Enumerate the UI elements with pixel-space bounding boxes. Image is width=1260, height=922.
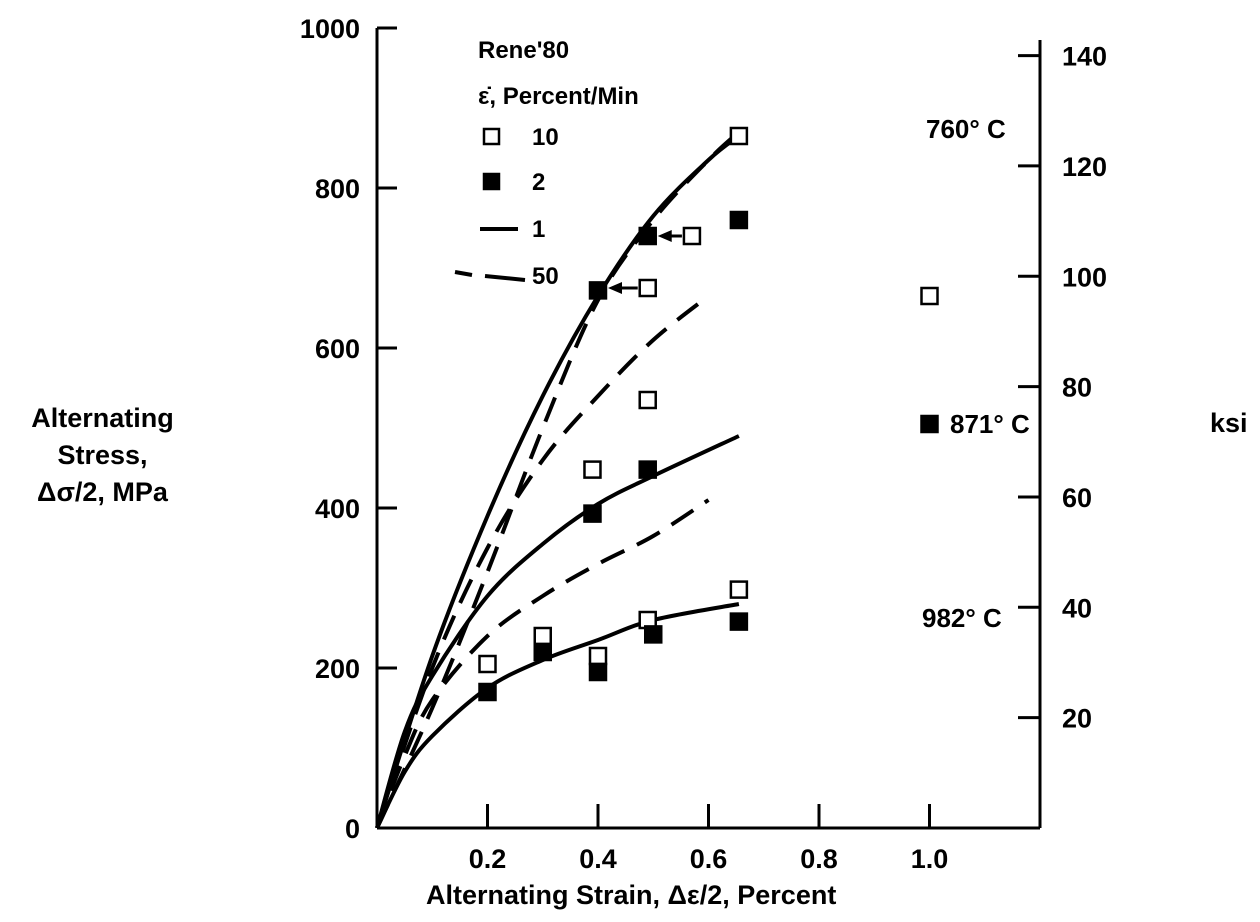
arrow-760-upper-head <box>657 230 672 242</box>
y-axis-label-line-2: Stress, <box>57 440 148 470</box>
open-square-point <box>729 580 749 599</box>
secondary-y-axis-label: ksi <box>1210 408 1248 438</box>
filled-square-point <box>729 612 749 631</box>
open-square-point <box>638 390 657 410</box>
legend-label: 1 <box>532 216 545 243</box>
x-tick-label: 0.2 <box>469 844 507 874</box>
open-square-point <box>588 646 608 666</box>
x-tick-label: 1.0 <box>911 844 949 874</box>
legend-dash-2 <box>484 274 526 282</box>
filled-square-point <box>644 625 663 644</box>
temperature-label: 982° C <box>922 603 1002 633</box>
open-square-point <box>478 654 497 674</box>
ticks: 0.2 0.4 0.6 0.8 1.0 0 200 400 600 800 1000 20 40 60 80… <box>300 14 1107 874</box>
y-axis-label-line-1: Alternating <box>31 403 174 433</box>
open-square-point <box>729 126 749 146</box>
data-points <box>478 126 939 702</box>
open-square-point <box>682 226 702 246</box>
y-axis-label: Alternating Stress, Δσ/2, MPa <box>0 400 205 511</box>
temperature-label: 760° C <box>926 114 1006 144</box>
filled-square-point <box>920 414 939 434</box>
secondary-y-tick-label: 80 <box>1062 373 1092 403</box>
solid-curve-982 <box>375 602 740 829</box>
secondary-y-tick-label: 40 <box>1062 593 1092 623</box>
filled-square-point <box>533 642 552 662</box>
temperature-label: 871° C <box>950 409 1030 439</box>
arrow-760-lower-head <box>608 282 622 294</box>
y-tick-label: 200 <box>315 654 360 684</box>
x-tick-label: 0.4 <box>579 844 617 874</box>
filled-square-point <box>638 226 657 246</box>
y-tick-label: 0 <box>345 814 360 844</box>
dashed-curve-760 <box>375 130 741 829</box>
legend-filled-square <box>482 172 501 191</box>
y-axis-label-line-3: Δσ/2, MPa <box>37 477 168 507</box>
secondary-y-tick-label: 20 <box>1062 704 1092 734</box>
open-square-point <box>638 278 657 298</box>
axes <box>375 28 1042 830</box>
secondary-y-tick-label: 120 <box>1062 152 1107 182</box>
legend: Rene'80 ε̇, Percent/Min 10 2 1 50 <box>454 37 639 290</box>
x-tick-label: 0.6 <box>690 844 728 874</box>
dashed-curve-871 <box>375 294 710 829</box>
open-square-point <box>583 460 602 479</box>
y-tick-label: 800 <box>315 174 360 204</box>
legend-label: 50 <box>532 263 559 290</box>
secondary-y-tick-label: 140 <box>1062 42 1107 72</box>
legend-subtitle: ε̇, Percent/Min <box>478 83 639 110</box>
filled-square-point <box>588 662 608 682</box>
solid-curve-871 <box>375 434 740 829</box>
filled-square-point <box>588 281 608 300</box>
open-square-point <box>920 286 939 306</box>
legend-label: 10 <box>532 124 559 151</box>
legend-label: 2 <box>532 169 545 196</box>
annotations: 760° C 871° C 982° C <box>922 114 1030 633</box>
secondary-y-tick-label: 100 <box>1062 262 1107 292</box>
x-tick-label: 0.8 <box>800 844 838 874</box>
filled-square-point <box>729 210 749 230</box>
y-tick-label: 600 <box>315 334 360 364</box>
y-tick-label: 400 <box>315 494 360 524</box>
solid-curve-760 <box>375 134 741 829</box>
y-tick-label: 1000 <box>300 14 360 44</box>
legend-title: Rene'80 <box>478 37 569 64</box>
filled-square-point <box>638 460 657 479</box>
open-square-point <box>533 626 552 646</box>
secondary-y-tick-label: 60 <box>1062 483 1092 513</box>
filled-square-point <box>583 504 602 523</box>
legend-open-square <box>482 127 501 146</box>
x-axis-label: Alternating Strain, Δε/2, Percent <box>426 880 837 910</box>
dashed-curve-982 <box>375 498 710 829</box>
filled-square-point <box>478 682 497 702</box>
legend-dash-1 <box>454 270 473 277</box>
